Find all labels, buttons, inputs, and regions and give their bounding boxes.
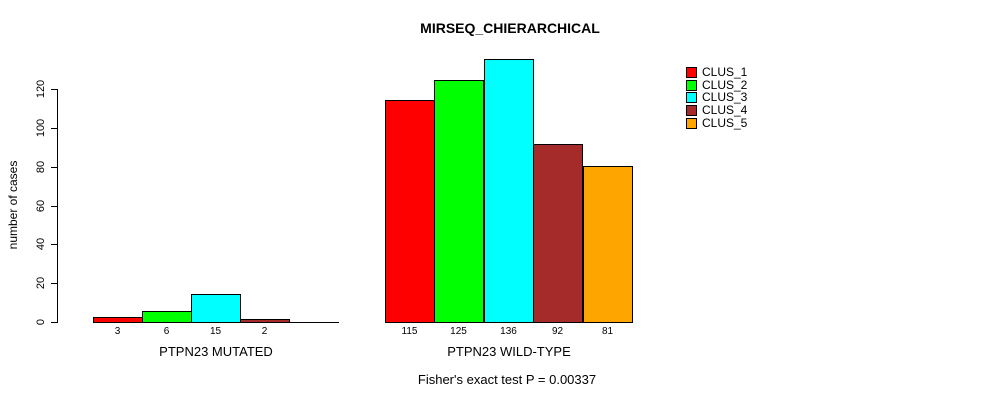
legend-label: CLUS_2 (702, 78, 748, 92)
y-tick-mark (51, 244, 57, 245)
bar-value-label: 92 (551, 326, 564, 337)
y-tick-label: 80 (35, 160, 47, 174)
y-tick-label: 120 (35, 79, 47, 99)
bar-clus_1 (93, 317, 143, 323)
bar-clus_3 (484, 59, 534, 323)
bar-value-label: 115 (401, 326, 418, 337)
bar-clus_4 (240, 319, 290, 323)
bar-clus_5 (583, 166, 633, 323)
y-axis-label: number of cases (6, 160, 20, 250)
y-tick-mark (51, 206, 57, 207)
y-tick-mark (51, 167, 57, 168)
bar-value-label: 81 (601, 326, 614, 337)
y-tick-mark (51, 322, 57, 323)
bar-value-label: 125 (450, 326, 467, 337)
legend-label: CLUS_4 (702, 103, 748, 117)
bar-clus_1 (385, 100, 435, 323)
y-tick-mark (51, 128, 57, 129)
bar-value-label: 3 (114, 326, 121, 337)
y-axis-line (57, 89, 58, 323)
legend-label: CLUS_1 (702, 65, 748, 79)
legend-swatch-clus_5 (686, 117, 697, 129)
legend-label: CLUS_3 (702, 90, 748, 104)
bar-value-label: 6 (163, 326, 170, 337)
legend-item-clus_3: CLUS_3 (686, 91, 747, 103)
y-tick-mark (51, 283, 57, 284)
legend-swatch-clus_1 (686, 66, 697, 78)
legend-swatch-clus_3 (686, 91, 697, 103)
legend-item-clus_5: CLUS_5 (686, 117, 747, 129)
bar-value-label: 2 (261, 326, 268, 337)
bar-clus_2 (142, 311, 192, 323)
group-label: PTPN23 WILD-TYPE (447, 344, 571, 359)
group-label: PTPN23 MUTATED (159, 344, 273, 359)
y-tick-label: 0 (35, 318, 47, 326)
y-tick-mark (51, 89, 57, 90)
legend-item-clus_4: CLUS_4 (686, 104, 747, 116)
bar-value-label: 15 (209, 326, 222, 337)
chart-title: MIRSEQ_CHIERARCHICAL (420, 20, 600, 36)
legend-item-clus_1: CLUS_1 (686, 66, 747, 78)
bar-clus_4 (533, 144, 583, 323)
y-tick-label: 100 (35, 118, 47, 138)
bar-value-label: 136 (500, 326, 517, 337)
y-tick-label: 20 (35, 276, 47, 290)
y-tick-label: 40 (35, 237, 47, 251)
legend-swatch-clus_4 (686, 104, 697, 116)
legend-label: CLUS_5 (702, 116, 748, 130)
y-tick-label: 60 (35, 199, 47, 213)
bar-clus_2 (434, 80, 484, 323)
legend-swatch-clus_2 (686, 79, 697, 91)
legend-item-clus_2: CLUS_2 (686, 79, 747, 91)
footer-annotation: Fisher's exact test P = 0.00337 (417, 372, 597, 387)
bar-clus_3 (191, 294, 241, 323)
